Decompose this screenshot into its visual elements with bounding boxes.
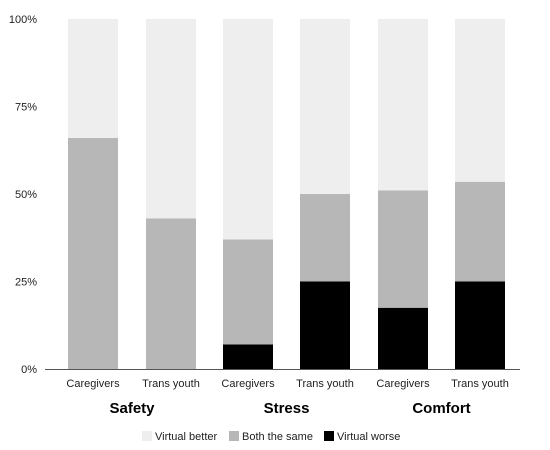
- y-tick-label: 0%: [21, 364, 37, 376]
- legend-label: Virtual better: [155, 431, 218, 443]
- x-category-label: Caregivers: [66, 378, 120, 390]
- bar-segment-virtual-worse: [455, 281, 505, 369]
- x-category-label: Trans youth: [296, 378, 354, 390]
- bar-segment-both-the-same: [146, 218, 196, 369]
- legend-label: Both the same: [242, 431, 313, 443]
- y-tick-label: 75%: [15, 102, 37, 114]
- bar-segment-virtual-worse: [300, 281, 350, 369]
- bar-segment-both-the-same: [455, 181, 505, 282]
- y-axis: 0% 25% 50% 75% 100%: [9, 14, 37, 376]
- bar-segment-virtual-better: [455, 19, 505, 182]
- y-tick-label: 100%: [9, 14, 37, 26]
- bar-segment-both-the-same: [68, 138, 118, 369]
- bars: [45, 19, 520, 370]
- legend-swatch: [142, 431, 152, 441]
- bar-segment-virtual-better: [378, 19, 428, 191]
- bar-segment-virtual-worse: [378, 307, 428, 369]
- bar-segment-virtual-better: [300, 19, 350, 194]
- legend-label: Virtual worse: [337, 431, 400, 443]
- x-category-label: Caregivers: [376, 378, 430, 390]
- bar-segment-virtual-better: [68, 19, 118, 138]
- x-category-label: Trans youth: [451, 378, 509, 390]
- y-tick-label: 50%: [15, 189, 37, 201]
- bar-segment-virtual-worse: [223, 344, 273, 369]
- bar-segment-both-the-same: [378, 190, 428, 308]
- y-tick-label: 25%: [15, 277, 37, 289]
- bar-segment-both-the-same: [223, 239, 273, 345]
- legend-swatch: [229, 431, 239, 441]
- group-labels: Safety Stress Comfort: [109, 400, 470, 417]
- bar-segment-virtual-better: [223, 19, 273, 240]
- bar-segment-both-the-same: [300, 194, 350, 282]
- x-category-label: Caregivers: [221, 378, 275, 390]
- group-label: Comfort: [412, 400, 470, 417]
- legend-swatch: [324, 431, 334, 441]
- legend: Virtual better Both the same Virtual worse: [142, 431, 400, 443]
- group-label: Safety: [109, 400, 155, 417]
- group-label: Stress: [264, 400, 310, 417]
- x-category-label: Trans youth: [142, 378, 200, 390]
- bar-segment-virtual-better: [146, 19, 196, 219]
- x-axis-labels: Caregivers Trans youth Caregivers Trans you…: [66, 378, 508, 390]
